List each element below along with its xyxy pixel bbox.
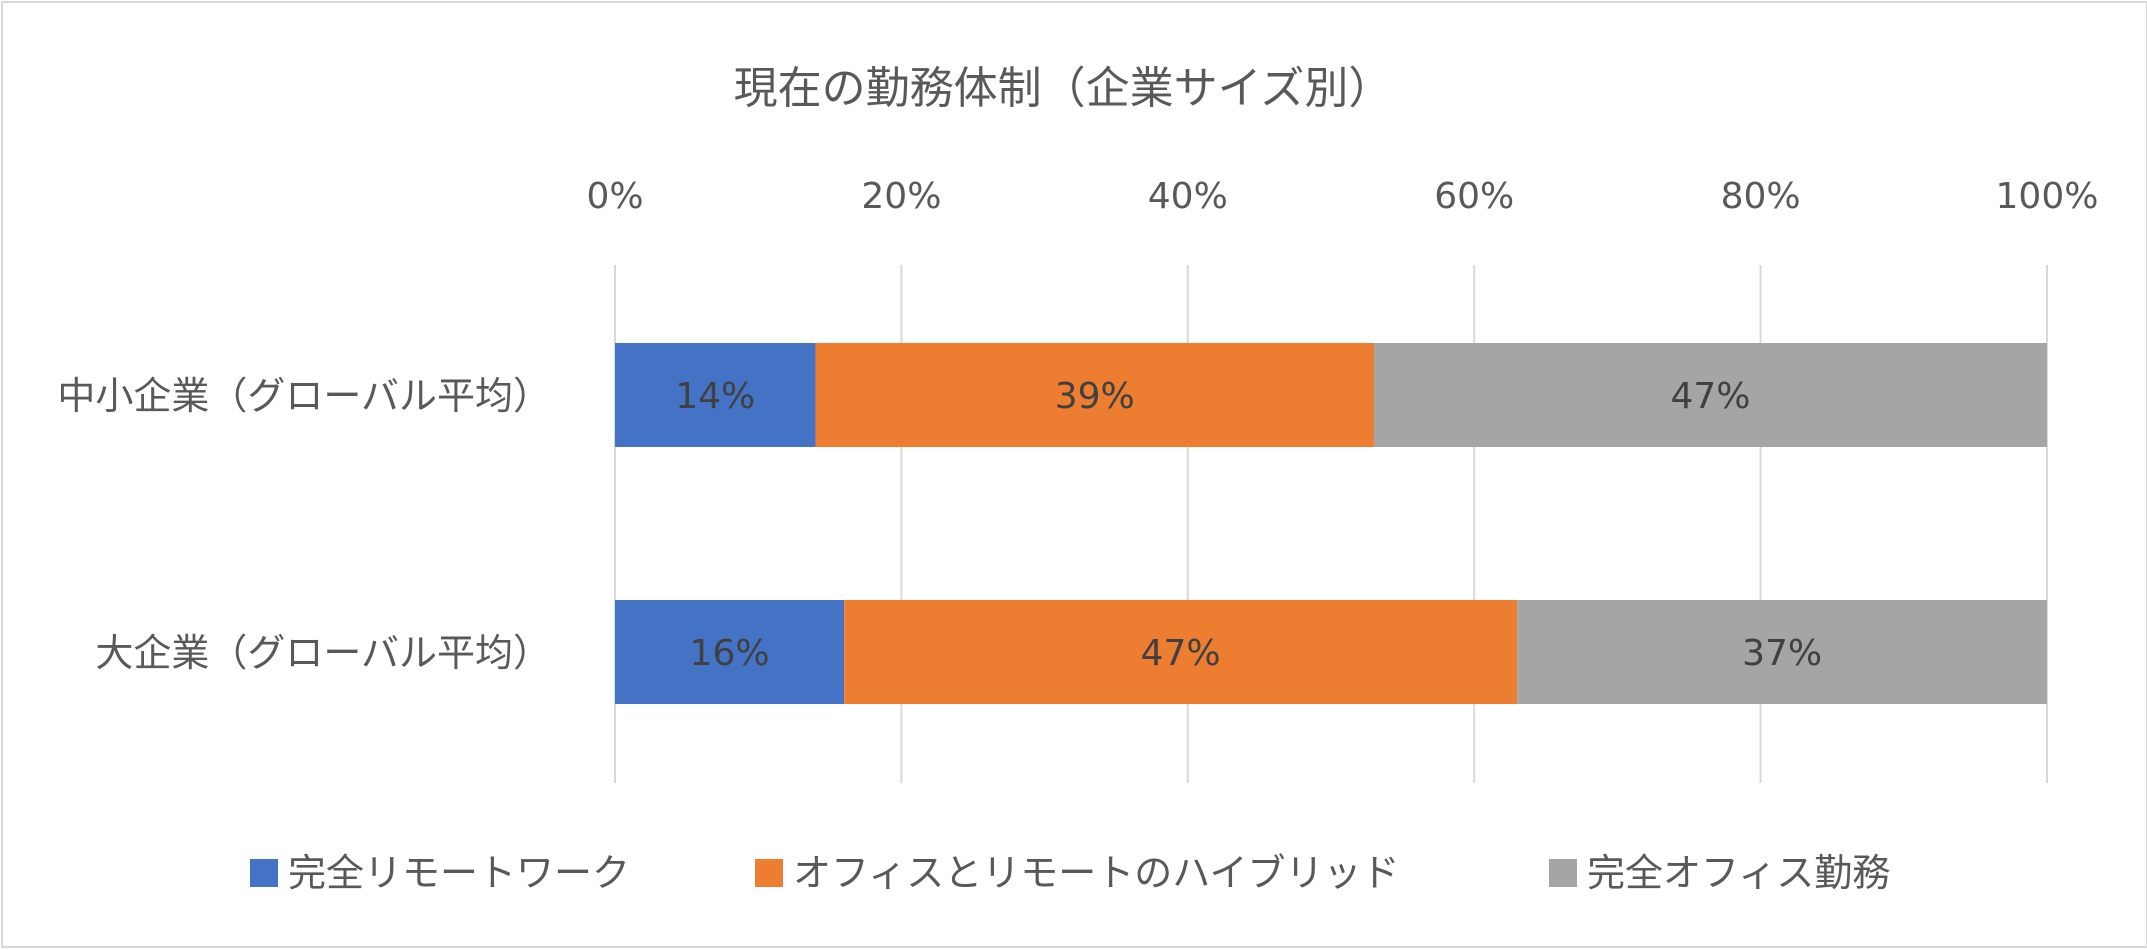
legend-swatch bbox=[250, 859, 278, 887]
x-tick-label: 0% bbox=[586, 176, 643, 217]
bar-segment bbox=[615, 343, 816, 447]
legend-label: オフィスとリモートのハイブリッド bbox=[793, 851, 1399, 895]
category-label: 大企業（グローバル平均） bbox=[95, 631, 551, 675]
x-tick-label: 60% bbox=[1434, 176, 1514, 217]
legend-item: 完全オフィス勤務 bbox=[1549, 851, 1890, 895]
legend-item: オフィスとリモートのハイブリッド bbox=[755, 851, 1399, 895]
chart-svg: 現在の勤務体制（企業サイズ別） 0% 20% 40% 60% 80% 100% 中小企業（… bbox=[57, 63, 2098, 895]
legend-label: 完全リモートワーク bbox=[288, 851, 630, 895]
x-tick-label: 20% bbox=[861, 176, 941, 217]
gridlines bbox=[614, 265, 2048, 783]
x-tick-label: 40% bbox=[1148, 176, 1228, 217]
bar-segment bbox=[1373, 343, 2047, 447]
legend: 完全リモートワーク オフィスとリモートのハイブリッド 完全オフィス勤務 bbox=[250, 851, 1890, 895]
bars bbox=[615, 343, 2047, 704]
data-label: 39% bbox=[1055, 376, 1135, 417]
data-label: 37% bbox=[1742, 633, 1822, 674]
legend-item: 完全リモートワーク bbox=[250, 851, 630, 895]
x-tick-label: 100% bbox=[1996, 176, 2099, 217]
data-label: 47% bbox=[1670, 376, 1750, 417]
x-axis-ticks: 0% 20% 40% 60% 80% 100% bbox=[586, 176, 2098, 217]
data-label: 47% bbox=[1141, 633, 1221, 674]
legend-label: 完全オフィス勤務 bbox=[1587, 851, 1890, 895]
legend-swatch bbox=[1549, 859, 1577, 887]
bar-segment bbox=[1517, 600, 2047, 704]
data-label: 16% bbox=[690, 633, 770, 674]
category-label: 中小企業（グローバル平均） bbox=[57, 374, 551, 418]
bar-segment bbox=[615, 600, 845, 704]
chart-title: 現在の勤務体制（企業サイズ別） bbox=[734, 63, 1393, 114]
bar-segment bbox=[844, 600, 1518, 704]
legend-swatch bbox=[755, 859, 783, 887]
category-labels: 中小企業（グローバル平均） 大企業（グローバル平均） bbox=[57, 374, 551, 675]
bar-segment bbox=[815, 343, 1374, 447]
x-tick-label: 80% bbox=[1721, 176, 1801, 217]
data-label: 14% bbox=[675, 376, 755, 417]
data-labels: 14% 39% 47% 16% 47% 37% bbox=[675, 376, 1822, 674]
